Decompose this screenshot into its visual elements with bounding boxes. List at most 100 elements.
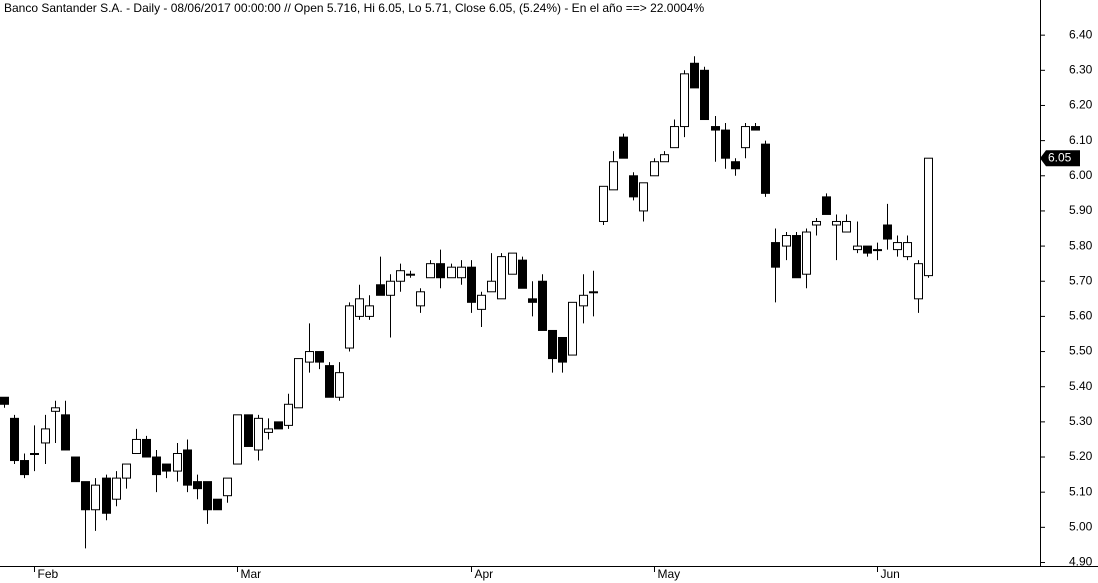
candle-body xyxy=(30,453,39,456)
candle-body xyxy=(863,245,872,254)
y-tick-label: 6.40 xyxy=(1069,27,1093,41)
candle-body xyxy=(690,62,699,89)
last-price-box xyxy=(1040,150,1080,167)
y-tick-label: 6.10 xyxy=(1069,133,1093,147)
y-tick-label: 5.50 xyxy=(1069,344,1093,358)
candle-body xyxy=(416,291,425,307)
candle-body xyxy=(213,498,222,511)
candle-body xyxy=(457,266,466,279)
candle-body xyxy=(914,263,923,300)
candle-body xyxy=(487,280,496,293)
x-tick-label: Mar xyxy=(241,567,262,581)
candle-body xyxy=(477,294,486,310)
candle-body xyxy=(792,235,801,279)
candle-body xyxy=(903,242,912,258)
candle-body xyxy=(842,220,851,233)
candle-body xyxy=(924,157,933,277)
candle-body xyxy=(91,484,100,511)
candle-body xyxy=(102,477,111,514)
y-tick-label: 5.70 xyxy=(1069,273,1093,287)
candle-body xyxy=(233,414,242,465)
candle-body xyxy=(619,136,628,159)
candle-body xyxy=(0,396,9,405)
y-tick-label: 5.90 xyxy=(1069,203,1093,217)
candle-body xyxy=(538,280,547,331)
candle-body xyxy=(61,414,70,451)
candle-body xyxy=(41,428,50,444)
candle-body xyxy=(518,259,527,289)
candle-body xyxy=(355,298,364,317)
candle-body xyxy=(670,126,679,149)
candle-body xyxy=(193,481,202,490)
candle-body xyxy=(315,351,324,363)
candle-body xyxy=(223,477,232,497)
candle-body xyxy=(447,266,456,279)
candle-body xyxy=(305,351,314,363)
candle-body xyxy=(335,372,344,398)
candle-body xyxy=(406,273,415,276)
candle-body xyxy=(873,249,882,252)
candle-body xyxy=(558,336,567,363)
x-tick-label: Jun xyxy=(881,567,900,581)
y-tick-label: 6.00 xyxy=(1069,168,1093,182)
candle-body xyxy=(731,161,740,170)
y-tick-label: 5.10 xyxy=(1069,484,1093,498)
candle-body xyxy=(132,438,141,455)
candle-body xyxy=(599,185,608,222)
candle-body xyxy=(284,403,293,426)
y-tick-label: 5.30 xyxy=(1069,414,1093,428)
y-tick-label: 5.20 xyxy=(1069,449,1093,463)
y-tick-label: 4.90 xyxy=(1069,555,1093,569)
candle-body xyxy=(183,449,192,486)
candle-body xyxy=(51,407,60,412)
candle-body xyxy=(528,298,537,303)
candle-body xyxy=(700,69,709,121)
candle-body xyxy=(660,154,669,163)
candle-body xyxy=(822,196,831,215)
candle-body xyxy=(782,235,791,247)
candle-body xyxy=(112,477,121,500)
candle-body xyxy=(152,456,161,476)
candle-body xyxy=(162,463,171,472)
candle-body xyxy=(244,414,253,447)
y-tick-label: 5.00 xyxy=(1069,520,1093,534)
candle-body xyxy=(508,252,517,275)
y-tick-label: 6.20 xyxy=(1069,98,1093,112)
candle-body xyxy=(497,256,506,300)
candle-body xyxy=(10,417,19,462)
candle-body xyxy=(396,270,405,282)
candle-body xyxy=(548,329,557,360)
candle-body xyxy=(20,460,29,476)
candle-body xyxy=(81,481,90,511)
candle-body xyxy=(264,428,273,433)
candle-body xyxy=(71,456,80,483)
candle-body xyxy=(609,161,618,191)
candle-body xyxy=(376,284,385,296)
last-price-label: 6.05 xyxy=(1048,150,1072,164)
candle-body xyxy=(365,305,374,317)
candle-body xyxy=(294,358,303,409)
candle-body xyxy=(650,161,659,177)
candle-body xyxy=(386,280,395,296)
candle-body xyxy=(467,266,476,303)
candle-body xyxy=(426,263,435,279)
candle-body xyxy=(629,175,638,198)
candle-body xyxy=(741,126,750,149)
chart-title: Banco Santander S.A. - Daily - 08/06/201… xyxy=(4,1,704,15)
y-tick-label: 5.80 xyxy=(1069,238,1093,252)
candle-body xyxy=(274,421,283,430)
candle-body xyxy=(711,126,720,131)
y-tick-label: 6.30 xyxy=(1069,62,1093,76)
x-tick-label: Apr xyxy=(475,567,494,581)
candle-body xyxy=(802,231,811,275)
candle-body xyxy=(436,263,445,279)
candle-body xyxy=(254,417,263,451)
candle-body xyxy=(203,481,212,511)
candle-body xyxy=(751,126,760,131)
candle-body xyxy=(122,463,131,479)
candle-body xyxy=(680,73,689,128)
candle-body xyxy=(771,242,780,268)
candle-body xyxy=(721,129,730,159)
